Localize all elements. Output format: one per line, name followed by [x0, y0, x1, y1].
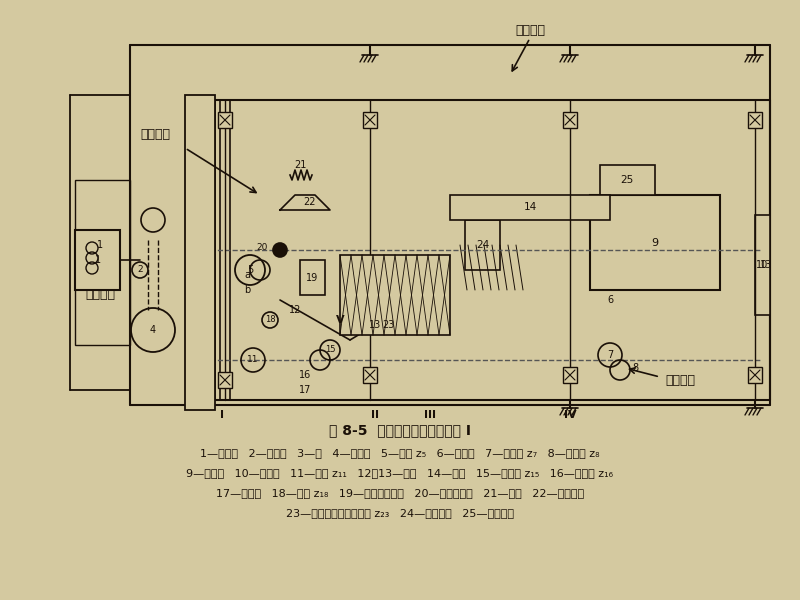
Text: 22: 22 [304, 197, 316, 207]
Text: 15: 15 [325, 346, 335, 355]
Bar [590, 195, 720, 290]
Text: 13: 13 [760, 260, 772, 270]
Text: 13: 13 [369, 320, 381, 330]
Text: II: II [371, 410, 379, 420]
Text: 11: 11 [247, 355, 258, 364]
Bar [185, 95, 215, 410]
Text: 14: 14 [523, 202, 537, 212]
Text: 19: 19 [306, 273, 318, 283]
Text: 9: 9 [651, 238, 658, 248]
Text: 驱动系统: 驱动系统 [85, 289, 115, 301]
Text: 23—模孔转盘及转盘齿轮 z₂₃   24—冲出冲头   25—压紧冲头: 23—模孔转盘及转盘齿轮 z₂₃ 24—冲出冲头 25—压紧冲头 [286, 508, 514, 518]
Bar [218, 112, 232, 128]
Text: 12: 12 [289, 305, 301, 315]
Bar [300, 260, 325, 295]
Bar [190, 100, 215, 400]
Text: b: b [244, 285, 250, 295]
Text: 传动系统: 传动系统 [665, 373, 695, 386]
Bar [563, 112, 577, 128]
Text: 16: 16 [299, 370, 311, 380]
Bar [600, 165, 655, 195]
Bar [363, 112, 377, 128]
Text: V: V [336, 315, 344, 325]
Circle shape [273, 243, 287, 257]
Text: 执行机构: 执行机构 [515, 23, 545, 37]
Text: 17: 17 [299, 385, 311, 395]
Text: 7: 7 [607, 350, 613, 360]
Bar [465, 220, 500, 270]
Bar [218, 372, 232, 388]
Bar [75, 180, 130, 345]
Text: 18: 18 [265, 316, 275, 325]
Text: III: III [424, 410, 436, 420]
Bar [748, 367, 762, 383]
Text: 23: 23 [382, 320, 394, 330]
Text: 17—定位销   18—齿轮 z₁₈   19—牙嵌式离合器   20—从动件滚子   21—弹簧   22—端面凸轮: 17—定位销 18—齿轮 z₁₈ 19—牙嵌式离合器 20—从动件滚子 21—弹… [216, 488, 584, 498]
Bar [75, 230, 120, 290]
Text: 1: 1 [95, 255, 101, 265]
Text: 5: 5 [247, 265, 253, 275]
Text: a: a [244, 270, 250, 280]
Text: 21: 21 [294, 160, 306, 170]
Text: 1—电动机   2—小带轮   3—带   4—大带轮   5—齿轮 z₅   6—偏心轮   7—锥齿轮 z₇   8—锥齿轮 z₈: 1—电动机 2—小带轮 3—带 4—大带轮 5—齿轮 z₅ 6—偏心轮 7—锥齿… [200, 448, 600, 458]
Text: 2: 2 [137, 265, 143, 275]
Bar [363, 367, 377, 383]
Bar [450, 195, 610, 220]
Text: 图 8-5  电瓷帽坯件机传动方案 I: 图 8-5 电瓷帽坯件机传动方案 I [329, 423, 471, 437]
Text: IV: IV [564, 410, 576, 420]
Text: I: I [220, 410, 224, 420]
Text: 25: 25 [620, 175, 634, 185]
Text: 24: 24 [476, 240, 490, 250]
Text: 9—搅拌叉   10—搅拌箱   11—齿轮 z₁₁   12、13—连杆   14—滑杆   15—锥齿轮 z₁₅   16—锥齿轮 z₁₆: 9—搅拌叉 10—搅拌箱 11—齿轮 z₁₁ 12、13—连杆 14—滑杆 15… [186, 468, 614, 478]
Text: 1: 1 [97, 240, 103, 250]
Text: 控制系统: 控制系统 [140, 128, 170, 142]
Text: 20: 20 [257, 244, 268, 253]
Text: 4: 4 [150, 325, 156, 335]
Bar [340, 255, 450, 335]
Text: 10: 10 [756, 260, 768, 270]
Bar [563, 367, 577, 383]
Bar [748, 112, 762, 128]
Bar [82, 240, 117, 290]
Text: 8: 8 [632, 363, 638, 373]
Text: 6: 6 [607, 295, 613, 305]
Bar [755, 215, 770, 315]
